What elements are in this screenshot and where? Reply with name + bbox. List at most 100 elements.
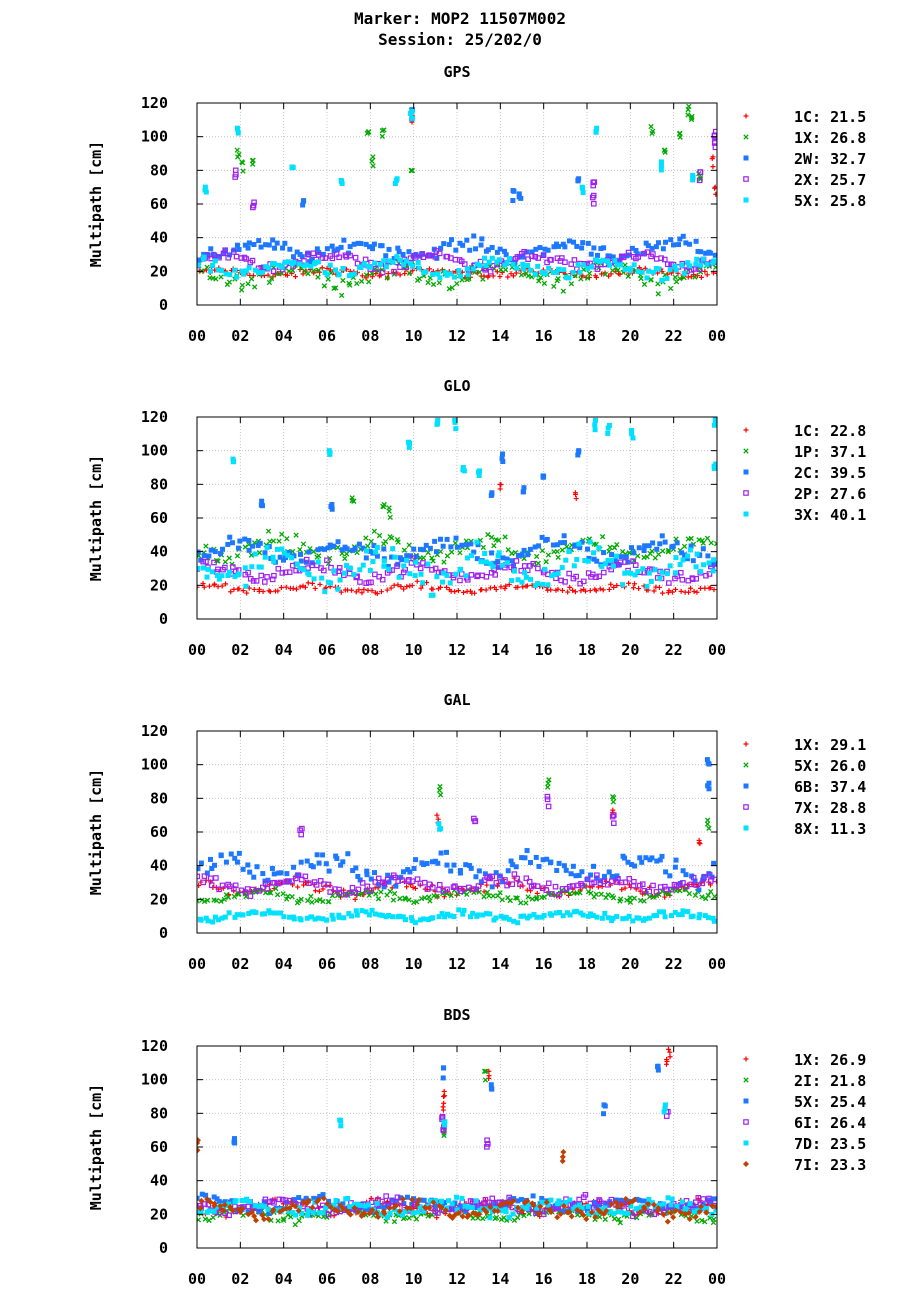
point-7I <box>685 1209 692 1216</box>
point-1P <box>457 550 463 556</box>
point-6B <box>606 869 612 875</box>
point-3X <box>644 583 650 589</box>
point-6I <box>394 1194 401 1201</box>
point-1C <box>694 589 700 595</box>
point-1C <box>402 271 408 277</box>
point-2P <box>530 560 537 567</box>
point-1P <box>401 547 408 553</box>
point-7I <box>543 1199 550 1206</box>
y-tick-label: 120 <box>141 722 168 740</box>
point-3X <box>197 565 201 571</box>
point-7I <box>229 1207 236 1214</box>
point-6I <box>435 1210 441 1216</box>
point-8X <box>324 917 330 923</box>
point-2W <box>551 244 557 250</box>
point-1X <box>364 130 370 137</box>
point-7X <box>313 882 320 888</box>
point-1P <box>509 550 515 557</box>
point-7I <box>645 1200 652 1207</box>
point-1P <box>545 552 552 558</box>
point-6B <box>310 864 316 870</box>
point-8X <box>594 914 600 920</box>
point-8X <box>436 914 442 920</box>
point-7X <box>712 876 717 883</box>
point-1C <box>240 588 246 594</box>
legend-marker-1P <box>743 448 749 454</box>
point-5X <box>397 896 403 902</box>
point-2W <box>341 237 347 243</box>
point-7X <box>594 872 600 878</box>
x-tick-label: 16 <box>535 327 553 345</box>
point-5X <box>401 262 407 268</box>
point-1P <box>429 555 435 561</box>
point-5X <box>352 271 358 277</box>
point-3X <box>435 417 441 423</box>
point-5X <box>705 892 711 898</box>
point-3X <box>230 459 236 465</box>
point-7I <box>414 1201 421 1208</box>
point-5X <box>313 260 319 266</box>
point-2P <box>379 576 386 583</box>
point-6I <box>582 1191 589 1198</box>
point-2P <box>706 571 713 577</box>
point-7X <box>545 803 552 810</box>
y-tick-label: 100 <box>141 756 168 774</box>
point-7X <box>213 875 219 881</box>
point-6B <box>204 870 210 876</box>
point-1C <box>515 584 521 590</box>
point-5X <box>594 125 600 131</box>
point-1C <box>498 584 504 590</box>
point-3X <box>335 586 341 592</box>
point-8X <box>503 914 509 920</box>
point-7X <box>207 875 214 882</box>
point-6B <box>223 859 229 865</box>
point-5X <box>456 268 462 274</box>
point-2X <box>620 254 627 261</box>
point-1C <box>573 491 579 497</box>
point-7I <box>459 1213 466 1220</box>
point-8X <box>447 913 453 919</box>
point-3X <box>390 546 396 552</box>
point-5X <box>410 263 416 269</box>
x-tick-label: 12 <box>448 955 466 973</box>
point-5X <box>442 270 448 276</box>
point-3X <box>453 571 459 577</box>
x-tick-label: 14 <box>491 327 509 345</box>
point-5X <box>444 272 450 278</box>
point-1P <box>297 546 303 553</box>
point-1C <box>472 590 478 596</box>
point-3X <box>605 430 611 436</box>
point-1P <box>480 544 486 551</box>
point-3X <box>614 553 620 559</box>
point-5X <box>673 267 679 273</box>
point-1C <box>373 271 379 277</box>
point-6B <box>482 871 488 877</box>
point-2P <box>562 579 568 585</box>
point-2I <box>197 1217 202 1223</box>
point-5X <box>601 1111 607 1117</box>
point-6I <box>700 1196 707 1202</box>
point-2C <box>236 545 242 551</box>
point-1X <box>648 123 654 130</box>
series-3X <box>197 417 717 598</box>
point-1X <box>325 276 331 282</box>
point-5X <box>483 262 489 268</box>
point-3X <box>571 563 577 569</box>
point-2W <box>698 249 704 255</box>
point-2X <box>426 253 433 259</box>
point-7X <box>626 876 633 882</box>
point-7X <box>613 879 620 885</box>
point-6I <box>484 1144 490 1150</box>
point-5X <box>477 263 483 269</box>
point-5X <box>426 894 432 900</box>
point-7I <box>530 1202 537 1209</box>
point-6B <box>493 870 499 876</box>
point-2I <box>275 1218 281 1224</box>
point-6B <box>376 882 382 888</box>
point-3X <box>367 567 373 573</box>
point-7D <box>374 1200 380 1206</box>
point-8X <box>534 914 540 920</box>
point-2I <box>391 1218 398 1225</box>
legend-marker-1X <box>743 134 749 140</box>
point-5X <box>577 269 583 275</box>
